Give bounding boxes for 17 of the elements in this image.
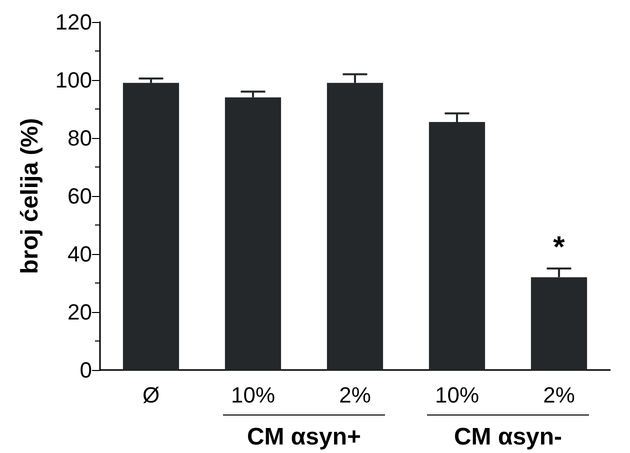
y-tick-label: 100 [55, 68, 92, 92]
x-tick-label: 10% [230, 382, 276, 408]
y-tick-label: 60 [68, 184, 92, 208]
y-tick-label: 80 [68, 126, 92, 150]
text: CM αsyn- [454, 424, 562, 450]
bar [122, 82, 180, 370]
y-tick-label: 120 [55, 10, 92, 34]
x-tick-label: 2% [543, 382, 575, 408]
annotation: * [553, 231, 566, 264]
x-tick-label: 2% [339, 382, 371, 408]
x-tick-label: 10% [434, 382, 480, 408]
y-tick-label: 0 [80, 358, 92, 382]
text: CM αsyn+ [246, 424, 362, 450]
x-tick-label: Ø [142, 382, 160, 408]
y-tick-label: 20 [68, 300, 92, 324]
y-tick-label: 40 [68, 242, 92, 266]
y-axis-title: broj ćelija (%) [16, 118, 44, 274]
